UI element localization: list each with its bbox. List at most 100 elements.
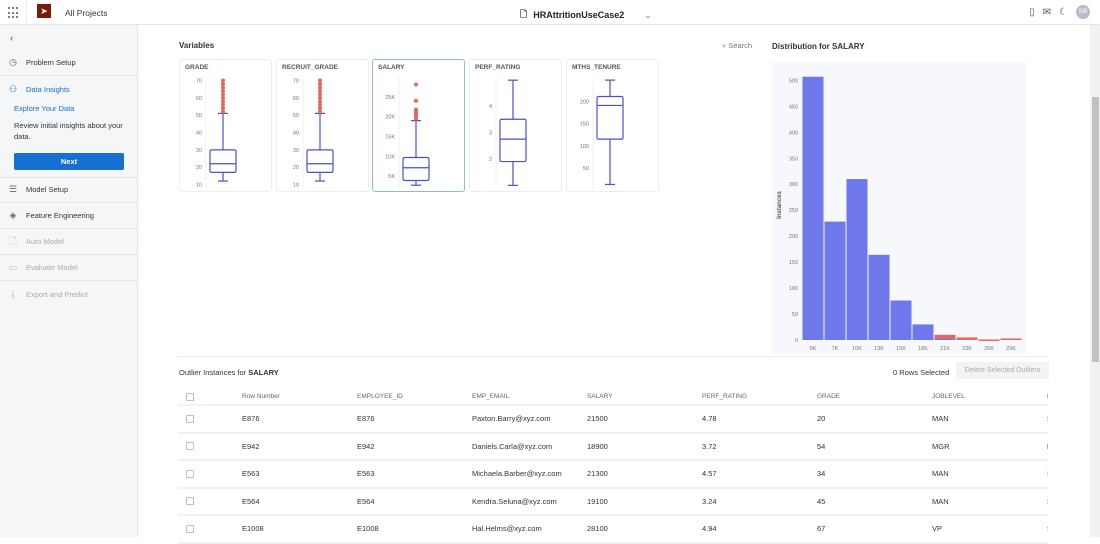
main-content: Variables ⌕ Search GRADE 10 20 30 40 50 60 70 RE… (138, 25, 1090, 544)
x-tick-label: 26K (984, 346, 994, 352)
clock-icon: ◷ (9, 57, 17, 67)
table-cell: 3.72 (702, 441, 717, 451)
tick-label: 10K (385, 154, 395, 160)
x-tick-label: 10K (852, 346, 862, 352)
column-header: EMP_EMAIL (472, 393, 510, 400)
project-title-dropdown[interactable]: 🗋 HRAttritionUseCase2 ⌄ (520, 7, 652, 23)
sidebar-item-label: Model Setup (26, 185, 69, 194)
explore-data-link[interactable]: Explore Your Data (14, 104, 75, 113)
table-cell: S (1047, 414, 1048, 423)
scrollbar-thumb[interactable] (1092, 97, 1099, 362)
next-button[interactable]: Next (14, 153, 124, 170)
tick-label: 70 (293, 78, 299, 84)
search-icon: ⌕ (722, 41, 727, 50)
outlier-point (221, 81, 225, 86)
variable-card-perf_rating[interactable]: PERF_RATING 2 3 4 (469, 59, 562, 192)
outlier-point (318, 81, 322, 86)
sidebar-item-feature-engineering[interactable]: ◈ Feature Engineering (0, 203, 138, 229)
sidebar-item-label: Export and Predict (26, 289, 88, 299)
outliers-heading: Outlier Instances for SALARY (179, 368, 279, 377)
table-row[interactable]: E942 E942 Daniels.Carla@xyz.com 18900 3.72 54… (178, 434, 1048, 461)
table-cell: 54 (817, 441, 826, 451)
y-tick-label: 50 (792, 312, 798, 318)
row-checkbox[interactable] (186, 524, 194, 533)
table-cell: 21500 (587, 414, 608, 424)
y-tick-label: 0 (795, 338, 798, 344)
project-title: HRAttritionUseCase2 (533, 10, 625, 20)
sidebar-item-problem-setup[interactable]: ◷ Problem Setup (0, 50, 138, 76)
outlier-point (221, 92, 225, 97)
iqr-box (499, 118, 527, 163)
sidebar-item-evaluate-model[interactable]: ▭ Evaluate Model (0, 255, 138, 281)
app-grid-icon[interactable] (8, 7, 20, 19)
table-cell: E942 (357, 441, 375, 451)
step-description: Review initial insights about your data. (14, 121, 123, 141)
logo-icon[interactable]: ➤ (37, 4, 51, 18)
table-cell: 67 (817, 524, 826, 534)
sidebar-item-auto-model[interactable]: 🗋 Auto Model (0, 229, 138, 255)
table-cell: VP (932, 524, 943, 534)
table-row[interactable]: E563 E563 Michaela.Barber@xyz.com 21300 4.57… (178, 461, 1048, 489)
histogram-bar (934, 338, 956, 340)
delete-selected-outliers-button[interactable]: Delete Selected Outliers (956, 362, 1049, 379)
outlier-point (221, 95, 225, 100)
x-tick-label: 29K (1006, 346, 1016, 352)
iqr-box (306, 149, 334, 173)
table-cell: Kendra.Seluna@xyz.com (472, 496, 557, 506)
outlier-point (414, 98, 418, 103)
table-cell: 21300 (587, 469, 608, 479)
variable-card-salary[interactable]: SALARY 5K 10K 15K 20K 25K (372, 59, 465, 192)
y-tick-label: 350 (789, 156, 798, 162)
outlier-point (221, 102, 225, 107)
row-checkbox[interactable] (186, 497, 194, 506)
row-checkbox[interactable] (186, 414, 194, 423)
tick-label: 40 (293, 131, 299, 137)
outlier-point (221, 109, 225, 114)
table-cell: Michaela.Barber@xyz.com (472, 469, 562, 479)
variable-name: PERF_RATING (475, 64, 521, 71)
sidebar-item-export-predict[interactable]: ⤓ Export and Predict (0, 281, 138, 307)
x-tick-label: 18K (918, 346, 928, 352)
all-projects-link[interactable]: All Projects (65, 8, 108, 18)
chat-icon[interactable]: ✉ (1042, 6, 1052, 18)
variable-card-recruit_grade[interactable]: RECRUIT_GRADE 10 20 30 40 50 60 70 (276, 59, 369, 192)
table-cell: MGR (932, 441, 950, 451)
tick-label: 25K (385, 95, 395, 101)
collapse-back-icon[interactable]: ‹ (10, 33, 14, 44)
select-all-checkbox[interactable] (186, 392, 194, 401)
outlier-point (318, 78, 322, 83)
variable-name: MTHS_TENURE (572, 64, 621, 71)
table-row[interactable]: E1008 E1008 Hal.Helms@xyz.com 28100 4.94 67 VP… (178, 516, 1048, 544)
tick-label: 20 (293, 165, 299, 171)
table-row[interactable]: E876 E876 Paxton.Barry@xyz.com 21500 4.78 20 M… (178, 406, 1048, 434)
tick-label: 20 (196, 165, 202, 171)
x-tick-label: 7K (832, 346, 839, 352)
variable-card-grade[interactable]: GRADE 10 20 30 40 50 60 70 (179, 59, 272, 192)
x-tick-label: 5K (810, 346, 817, 352)
top-bar: ➤ All Projects 🗋 HRAttritionUseCase2 ⌄ ▯ ✉… (0, 0, 1100, 25)
table-cell: E1008 (242, 524, 264, 534)
tick-label: 5K (388, 174, 395, 180)
table-cell: 3.24 (702, 496, 717, 506)
table-cell: 4.78 (702, 414, 717, 424)
avatar[interactable]: SB (1076, 5, 1090, 19)
histogram-bar (802, 76, 824, 340)
row-checkbox[interactable] (186, 469, 194, 478)
histogram-outlier-bar (1000, 338, 1022, 340)
notebook-icon[interactable]: ▯ (1029, 6, 1035, 18)
sidebar: ‹ ◷ Problem Setup ⚇ Data Insights Explore … (0, 25, 138, 537)
outlier-point (318, 106, 322, 111)
search-button[interactable]: ⌕ Search (722, 41, 752, 51)
dark-mode-icon[interactable]: ☾ (1059, 6, 1068, 18)
variable-card-mths_tenure[interactable]: MTHS_TENURE 50 100 150 200 (566, 59, 659, 192)
sidebar-item-data-insights[interactable]: ⚇ Data Insights (0, 76, 138, 102)
sidebar-item-model-setup[interactable]: ☰ Model Setup (0, 177, 138, 203)
outlier-point (221, 85, 225, 90)
page-scrollbar[interactable] (1090, 25, 1100, 537)
tick-label: 10 (293, 183, 299, 189)
column-header: SALARY (587, 393, 613, 400)
table-row[interactable]: E564 E564 Kendra.Seluna@xyz.com 19100 3.24 45… (178, 489, 1048, 516)
histogram-bar (890, 300, 912, 340)
row-checkbox[interactable] (186, 442, 194, 451)
table-cell: E564 (357, 496, 375, 506)
